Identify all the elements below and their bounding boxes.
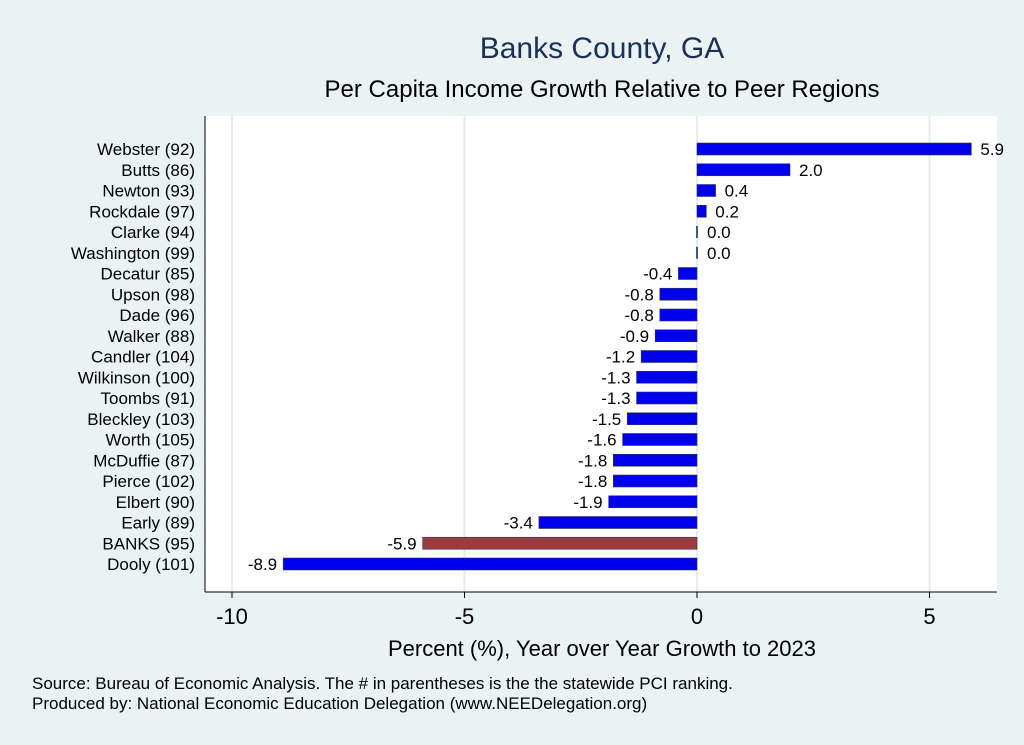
value-label: 5.9 xyxy=(980,140,1004,159)
category-label: Upson (98) xyxy=(111,285,195,304)
bar xyxy=(678,267,698,280)
bar xyxy=(696,184,716,197)
category-label: McDuffie (87) xyxy=(93,451,195,470)
category-label: Butts (86) xyxy=(121,161,195,180)
bar xyxy=(612,474,698,488)
value-label: -0.8 xyxy=(625,306,654,325)
value-label: 0.2 xyxy=(715,202,739,221)
value-label: -1.5 xyxy=(592,410,621,429)
bar xyxy=(696,163,791,177)
category-label: Rockdale (97) xyxy=(89,202,195,221)
category-label: Decatur (85) xyxy=(101,265,195,284)
value-label: -1.8 xyxy=(578,472,607,491)
value-label: 0.4 xyxy=(725,182,749,201)
chart-title: Banks County, GA xyxy=(480,32,725,65)
value-label: 0.0 xyxy=(707,244,731,263)
value-label: -0.9 xyxy=(620,327,649,346)
bar xyxy=(654,329,698,343)
value-label: -1.9 xyxy=(573,493,602,512)
bar xyxy=(636,370,698,384)
category-label: Walker (88) xyxy=(108,327,195,346)
value-label: 2.0 xyxy=(799,161,823,180)
value-label: -1.2 xyxy=(606,348,635,367)
category-label: Early (89) xyxy=(121,514,195,533)
bar xyxy=(282,557,698,571)
bar xyxy=(696,142,972,156)
category-label: Webster (92) xyxy=(97,140,195,159)
bar xyxy=(696,246,698,259)
bar xyxy=(622,433,698,446)
category-label: BANKS (95) xyxy=(102,534,195,553)
value-label: 0.0 xyxy=(707,223,731,242)
bar xyxy=(696,226,698,238)
value-label: -1.3 xyxy=(601,389,630,408)
value-label: -1.8 xyxy=(578,451,607,470)
x-tick-label: -5 xyxy=(455,604,475,629)
value-label: -0.8 xyxy=(625,285,654,304)
bar xyxy=(636,391,698,405)
value-label: -5.9 xyxy=(387,534,416,553)
category-label: Dooly (101) xyxy=(107,555,195,574)
value-label: -8.9 xyxy=(248,555,277,574)
category-label: Bleckley (103) xyxy=(87,410,195,429)
bars: Webster (92) 5.9 Butts (86) 2.0 Newton (93) 0… xyxy=(71,140,1004,574)
x-tick-label: 5 xyxy=(923,604,935,629)
category-label: Dade (96) xyxy=(119,306,195,325)
x-tick-label: 0 xyxy=(691,604,703,629)
category-label: Washington (99) xyxy=(71,244,195,263)
x-tick-label: -10 xyxy=(216,604,248,629)
source-note: Source: Bureau of Economic Analysis. The… xyxy=(32,674,733,693)
bar xyxy=(538,516,698,529)
category-label: Newton (93) xyxy=(102,182,195,201)
value-label: -3.4 xyxy=(504,514,533,533)
value-label: -1.3 xyxy=(601,368,630,387)
bar xyxy=(659,308,698,322)
bar xyxy=(608,495,698,509)
bar xyxy=(696,204,707,218)
x-axis-title: Percent (%), Year over Year Growth to 20… xyxy=(388,636,816,661)
category-label: Worth (105) xyxy=(106,431,195,450)
value-label: -1.6 xyxy=(587,431,616,450)
x-axis: -10 -5 0 5 xyxy=(204,116,997,629)
category-label: Toombs (91) xyxy=(101,389,195,408)
chart-subtitle: Per Capita Income Growth Relative to Pee… xyxy=(325,76,880,103)
bar xyxy=(626,412,698,426)
bar xyxy=(640,350,698,363)
category-label: Clarke (94) xyxy=(111,223,195,242)
bar xyxy=(422,536,698,550)
value-label: -0.4 xyxy=(643,265,672,284)
category-label: Wilkinson (100) xyxy=(78,368,195,387)
category-label: Pierce (102) xyxy=(102,472,195,491)
category-label: Candler (104) xyxy=(91,348,195,367)
plot-area xyxy=(205,116,997,592)
category-label: Elbert (90) xyxy=(116,493,195,512)
bar xyxy=(659,287,698,301)
producer-note: Produced by: National Economic Education… xyxy=(32,694,648,713)
bar xyxy=(612,453,698,467)
